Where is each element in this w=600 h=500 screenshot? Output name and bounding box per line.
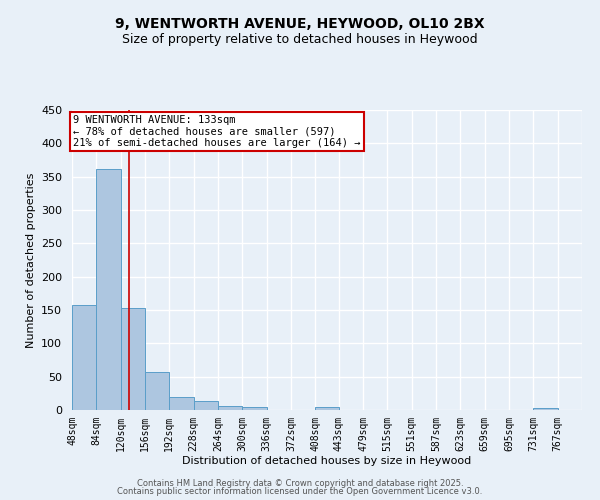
Bar bbox=[533, 408, 557, 410]
Bar bbox=[242, 408, 266, 410]
Bar bbox=[145, 372, 169, 410]
Bar bbox=[97, 168, 121, 410]
Text: 9 WENTWORTH AVENUE: 133sqm
← 78% of detached houses are smaller (597)
21% of sem: 9 WENTWORTH AVENUE: 133sqm ← 78% of deta… bbox=[73, 114, 361, 148]
Text: Contains HM Land Registry data © Crown copyright and database right 2025.: Contains HM Land Registry data © Crown c… bbox=[137, 478, 463, 488]
X-axis label: Distribution of detached houses by size in Heywood: Distribution of detached houses by size … bbox=[182, 456, 472, 466]
Bar bbox=[315, 408, 340, 410]
Bar bbox=[218, 406, 242, 410]
Text: 9, WENTWORTH AVENUE, HEYWOOD, OL10 2BX: 9, WENTWORTH AVENUE, HEYWOOD, OL10 2BX bbox=[115, 18, 485, 32]
Bar bbox=[194, 402, 218, 410]
Text: Contains public sector information licensed under the Open Government Licence v3: Contains public sector information licen… bbox=[118, 487, 482, 496]
Text: Size of property relative to detached houses in Heywood: Size of property relative to detached ho… bbox=[122, 32, 478, 46]
Bar bbox=[72, 306, 97, 410]
Bar bbox=[169, 398, 194, 410]
Bar bbox=[121, 308, 145, 410]
Y-axis label: Number of detached properties: Number of detached properties bbox=[26, 172, 35, 348]
